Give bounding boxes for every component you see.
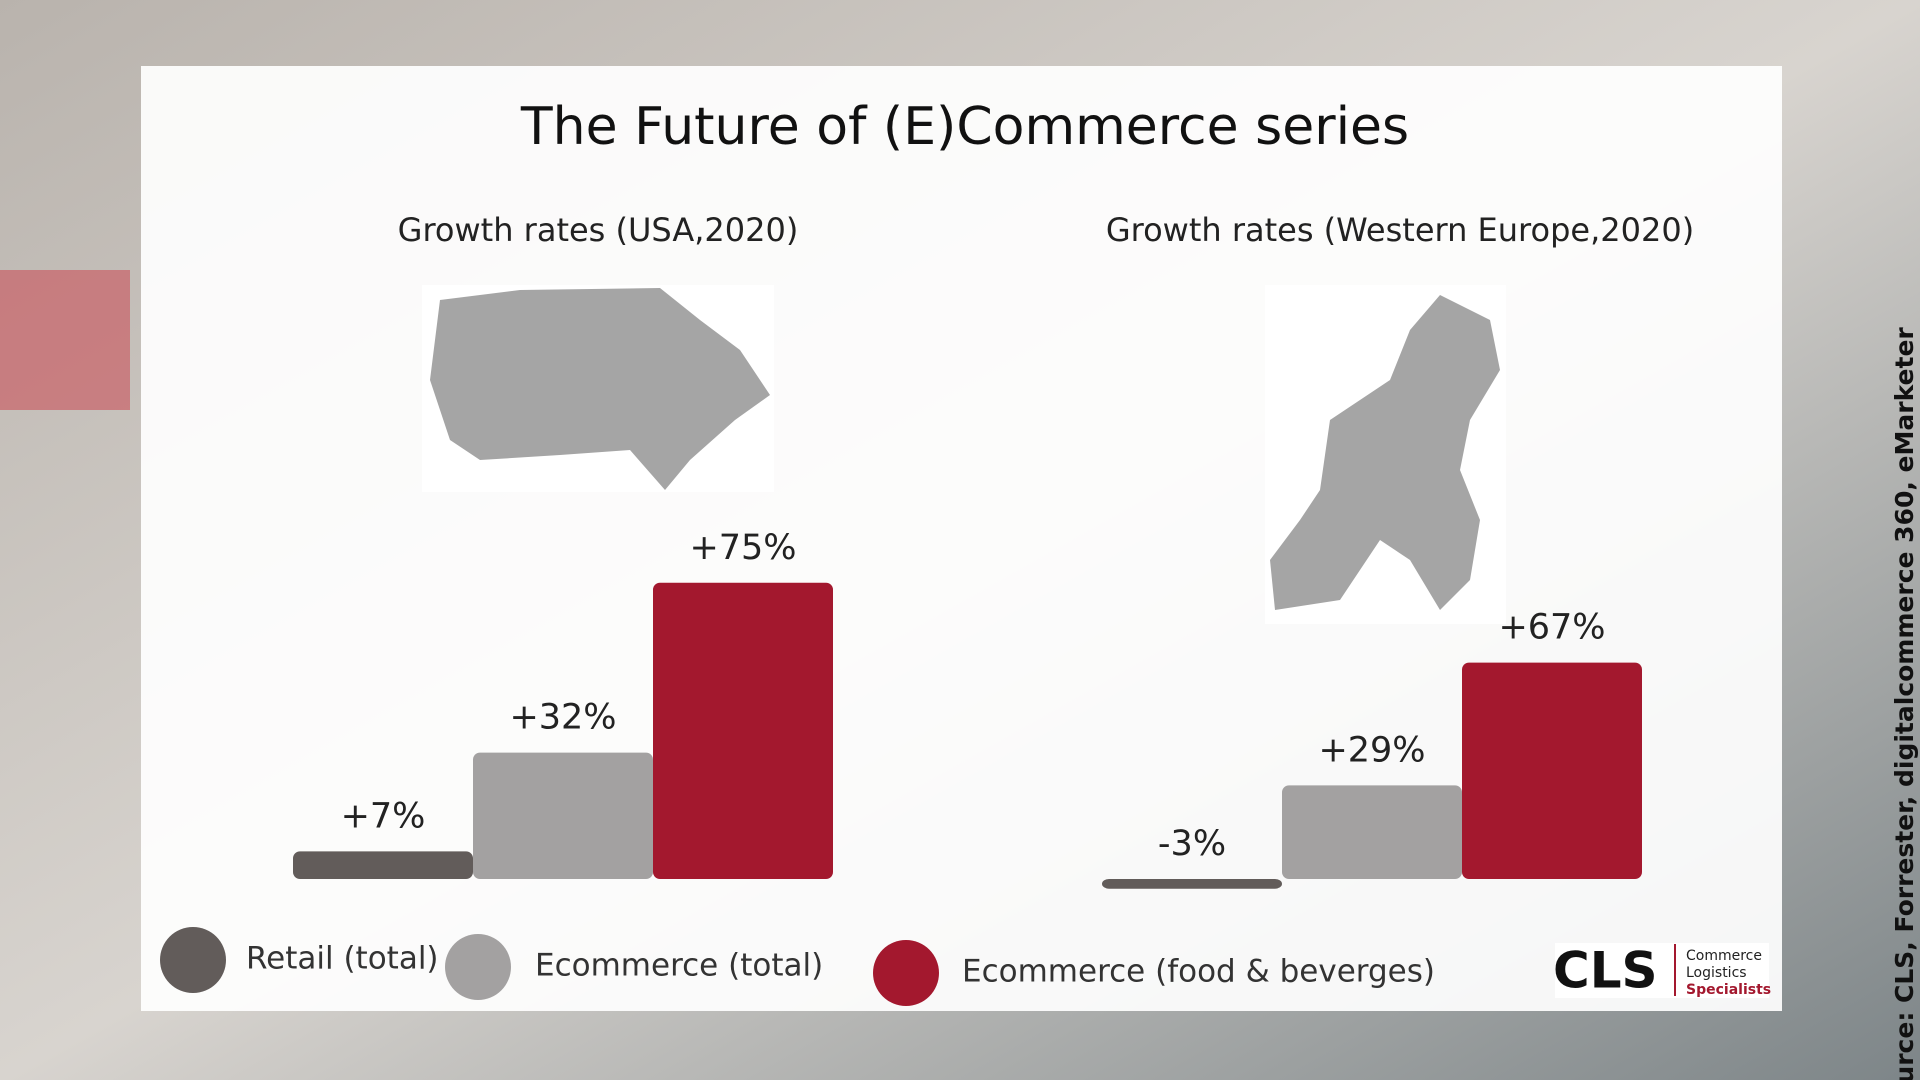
bar: [1462, 662, 1642, 879]
logo-line: Specialists: [1686, 982, 1771, 998]
bar: [1282, 785, 1462, 879]
map-canada: [430, 288, 770, 490]
slide-title: The Future of (E)Commerce series: [520, 97, 1409, 157]
background-box: [0, 270, 130, 410]
legend-label: Ecommerce (food & beverges): [962, 954, 1435, 990]
logo: CLS Commerce Logistics Specialists: [1553, 942, 1771, 1000]
logo-line: Commerce: [1686, 948, 1762, 964]
value-label: +29%: [1318, 730, 1425, 770]
legend-swatch: [160, 927, 226, 993]
legend-swatch: [873, 940, 939, 1006]
bar: [473, 752, 653, 879]
bar: [293, 851, 473, 879]
legend-label: Retail (total): [246, 941, 439, 977]
source-note: Source: CLS, Forrester, digitalcommerce …: [1890, 327, 1919, 1080]
map-europe: [1270, 295, 1500, 610]
chart-title: Growth rates (Western Europe,2020): [1106, 211, 1694, 249]
legend-label: Ecommerce (total): [535, 948, 823, 984]
logo-line: Logistics: [1686, 965, 1747, 981]
logo-divider: [1674, 944, 1676, 996]
value-label: -3%: [1158, 824, 1226, 864]
value-label: +75%: [689, 528, 796, 568]
value-label: +7%: [341, 796, 426, 836]
bar: [1102, 879, 1282, 889]
legend-swatch: [445, 934, 511, 1000]
value-label: +32%: [509, 698, 616, 738]
chart-title: Growth rates (USA,2020): [398, 211, 799, 249]
bar: [653, 582, 833, 879]
value-label: +67%: [1498, 608, 1605, 648]
logo-bg: [1555, 943, 1769, 998]
logo-mark: CLS: [1553, 942, 1658, 1000]
